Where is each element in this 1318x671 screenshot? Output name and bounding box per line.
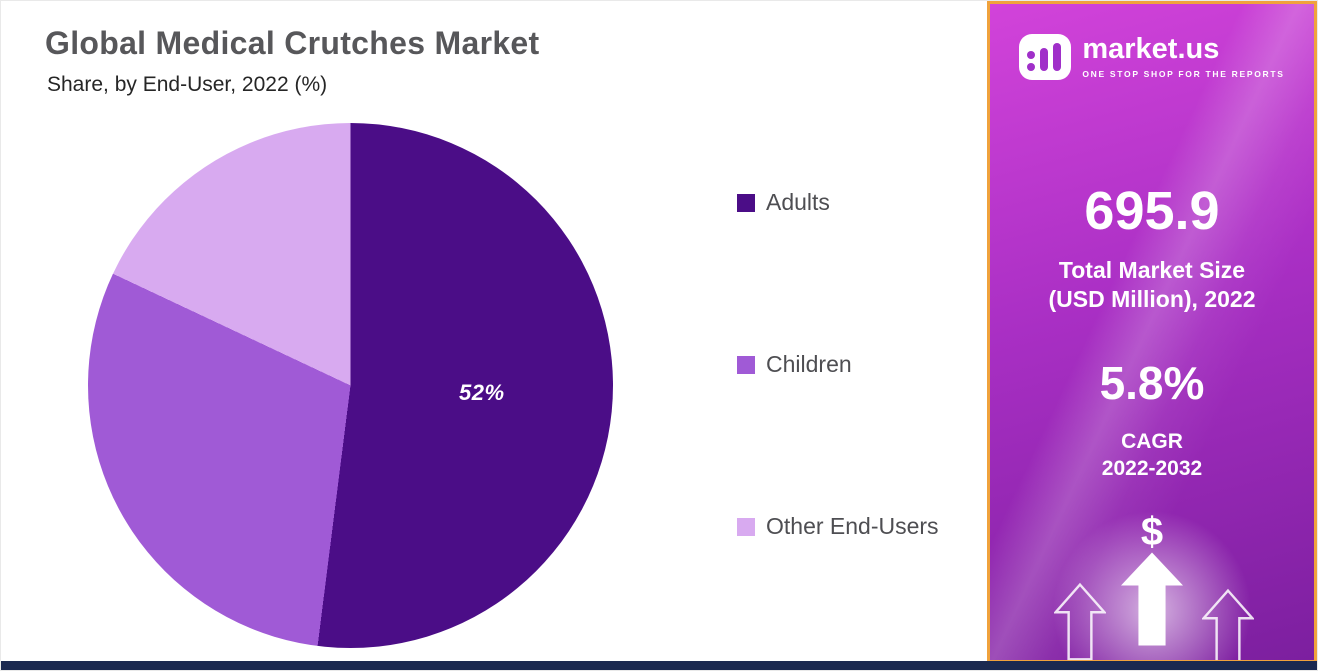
chart-title: Global Medical Crutches Market xyxy=(45,25,540,61)
brand-name: market.us xyxy=(1082,33,1220,65)
brand-tagline: ONE STOP SHOP FOR THE REPORTS xyxy=(1082,69,1285,80)
legend-item-children: Children xyxy=(737,351,939,378)
up-arrow-solid-icon xyxy=(1121,549,1183,654)
total-market-size-caption: Total Market Size (USD Million), 2022 xyxy=(990,256,1314,315)
market-us-logo-icon xyxy=(1019,34,1072,85)
cagr-caption-line2: 2022-2032 xyxy=(1101,457,1203,481)
legend-label-adults: Adults xyxy=(766,189,830,215)
legend-label-other-end-users: Other End-Users xyxy=(766,513,939,539)
cagr-caption: CAGR 2022-2032 xyxy=(990,428,1314,483)
total-market-size-value: 695.9 xyxy=(1084,181,1220,241)
legend-label-children: Children xyxy=(766,351,852,377)
brand: market.us ONE STOP SHOP FOR THE REPORTS xyxy=(990,34,1314,85)
pie-chart: 52% xyxy=(88,123,613,648)
cagr-value: 5.8% xyxy=(1099,357,1205,409)
total-market-size-caption-line2: (USD Million), 2022 xyxy=(1048,286,1256,313)
chart-legend: Adults Children Other End-Users xyxy=(737,189,939,540)
dollar-icon: $ xyxy=(1140,510,1164,554)
pie-slice-label-adults: 52% xyxy=(458,380,505,406)
legend-item-other-end-users: Other End-Users xyxy=(737,513,939,540)
up-arrow-outline-right-icon xyxy=(1200,587,1256,660)
brand-text: market.us ONE STOP SHOP FOR THE REPORTS xyxy=(1082,33,1285,80)
up-arrow-outline-left-icon xyxy=(1052,581,1108,660)
total-market-size-caption-line1: Total Market Size xyxy=(1058,257,1246,283)
legend-swatch-other-end-users xyxy=(737,517,755,536)
chart-subtitle: Share, by End-User, 2022 (%) xyxy=(47,73,328,96)
bottom-bar xyxy=(1,661,1317,670)
cagr-caption-line1: CAGR xyxy=(1121,430,1183,453)
legend-swatch-children xyxy=(737,355,755,374)
legend-item-adults: Adults xyxy=(737,189,939,216)
sidebar: market.us ONE STOP SHOP FOR THE REPORTS … xyxy=(987,1,1317,663)
legend-swatch-adults xyxy=(737,193,755,212)
